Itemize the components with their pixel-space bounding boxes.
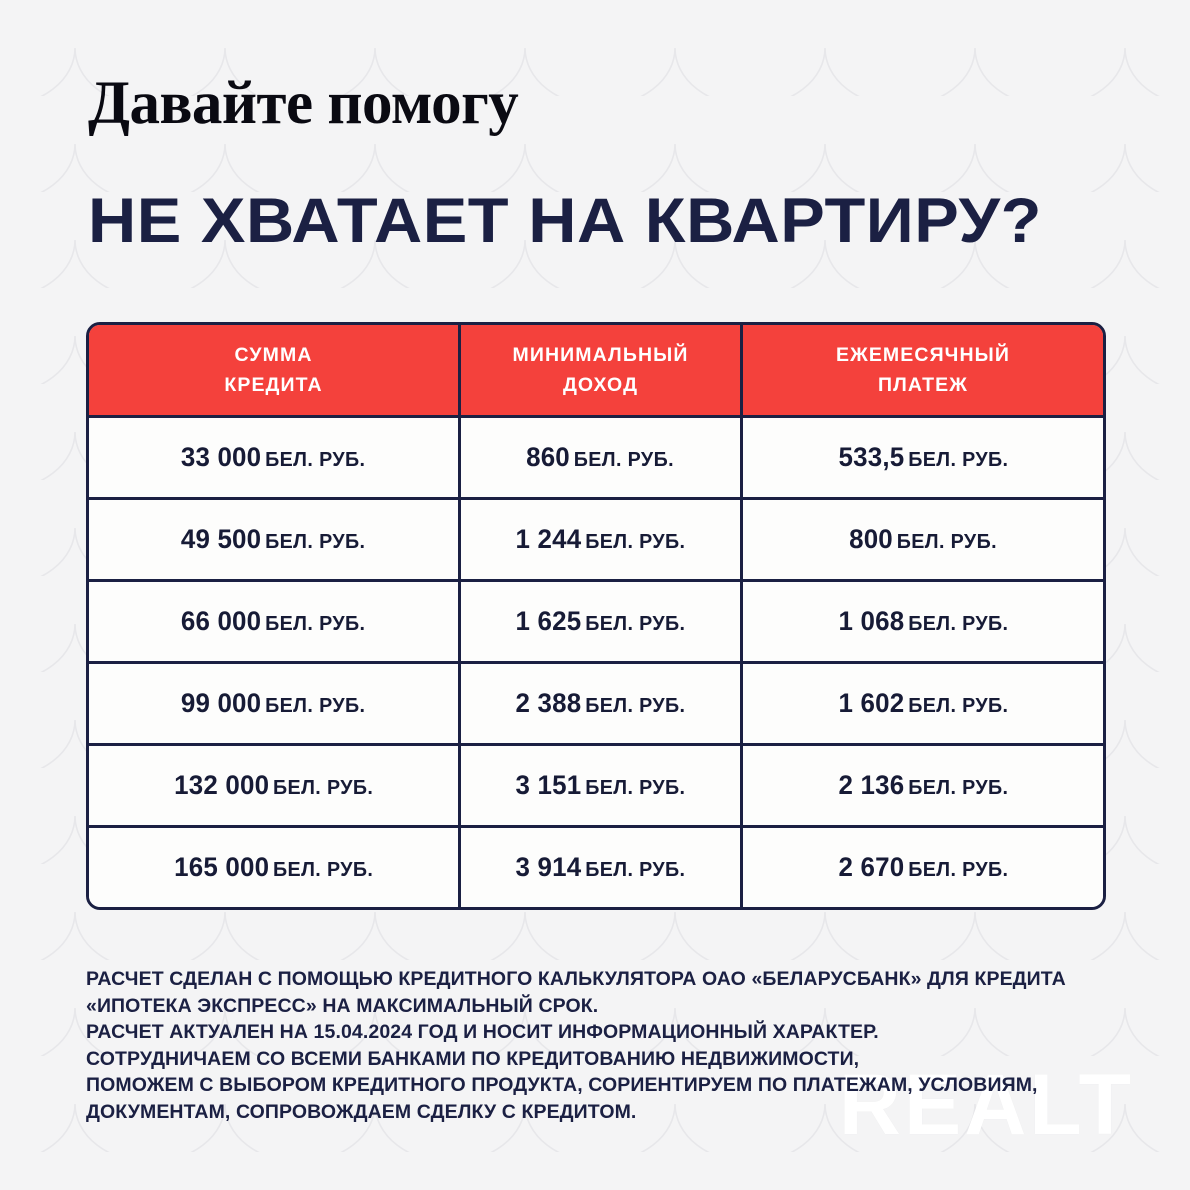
unit-label: БЕЛ. РУБ. xyxy=(907,612,1008,635)
unit-label: БЕЛ. РУБ. xyxy=(896,530,997,553)
cell-min-income: 2 388 БЕЛ. РУБ. xyxy=(458,664,740,743)
unit-label: БЕЛ. РУБ. xyxy=(585,858,686,881)
header-line-1: МИНИМАЛЬНЫЙ xyxy=(512,343,689,366)
credit-rate-table: СУММА КРЕДИТА МИНИМАЛЬНЫЙ ДОХОД ЕЖЕМЕСЯЧ… xyxy=(86,322,1106,910)
unit-label: БЕЛ. РУБ. xyxy=(585,776,686,799)
unit-label: БЕЛ. РУБ. xyxy=(907,776,1008,799)
disclaimer-line: «ИПОТЕКА ЭКСПРЕСС» НА МАКСИМАЛЬНЫЙ СРОК. xyxy=(86,994,599,1017)
unit-label: БЕЛ. РУБ. xyxy=(585,694,686,717)
value-min-income: 3 151 xyxy=(515,770,582,800)
disclaimer-line: РАСЧЕТ АКТУАЛЕН НА 15.04.2024 ГОД И НОСИ… xyxy=(86,1021,879,1043)
unit-label: БЕЛ. РУБ. xyxy=(265,612,366,635)
value-min-income: 1 625 xyxy=(515,606,582,636)
header-line-2: КРЕДИТА xyxy=(224,374,323,396)
cell-min-income: 3 914 БЕЛ. РУБ. xyxy=(458,828,740,907)
value-monthly-payment: 1 068 xyxy=(838,606,904,636)
cell-monthly-payment: 1 602 БЕЛ. РУБ. xyxy=(740,664,1103,743)
unit-label: БЕЛ. РУБ. xyxy=(574,448,675,471)
value-monthly-payment: 533,5 xyxy=(838,442,904,472)
cell-min-income: 1 625 БЕЛ. РУБ. xyxy=(458,582,740,661)
value-min-income: 2 388 xyxy=(515,688,582,718)
value-min-income: 3 914 xyxy=(515,852,582,882)
value-min-income: 860 xyxy=(526,442,571,472)
disclaimer-line: РАСЧЕТ СДЕЛАН С ПОМОЩЬЮ КРЕДИТНОГО КАЛЬК… xyxy=(86,968,1066,990)
value-loan-amount: 99 000 xyxy=(181,688,262,718)
unit-label: БЕЛ. РУБ. xyxy=(265,448,366,471)
value-loan-amount: 33 000 xyxy=(181,442,262,472)
cell-loan-amount: 66 000 БЕЛ. РУБ. xyxy=(89,582,458,661)
table-header-row: СУММА КРЕДИТА МИНИМАЛЬНЫЙ ДОХОД ЕЖЕМЕСЯЧ… xyxy=(89,325,1103,415)
table-row: 66 000 БЕЛ. РУБ. 1 625 БЕЛ. РУБ. 1 068 БЕЛ.… xyxy=(89,579,1103,661)
table-header-min-income: МИНИМАЛЬНЫЙ ДОХОД xyxy=(458,325,740,415)
page-title-serif: Давайте помогу xyxy=(88,70,519,137)
value-loan-amount: 165 000 xyxy=(173,852,269,882)
value-monthly-payment: 800 xyxy=(849,524,893,554)
value-monthly-payment: 2 136 xyxy=(838,770,904,800)
unit-label: БЕЛ. РУБ. xyxy=(272,858,374,881)
unit-label: БЕЛ. РУБ. xyxy=(585,612,686,635)
unit-label: БЕЛ. РУБ. xyxy=(907,448,1008,471)
disclaimer-line: ДОКУМЕНТАМ, СОПРОВОЖДАЕМ СДЕЛКУ С КРЕДИТ… xyxy=(86,1100,637,1123)
header-line-2: ДОХОД xyxy=(562,374,639,396)
value-loan-amount: 66 000 xyxy=(181,606,262,636)
table-row: 99 000 БЕЛ. РУБ. 2 388 БЕЛ. РУБ. 1 602 БЕЛ.… xyxy=(89,661,1103,743)
table-header-monthly-payment: ЕЖЕМЕСЯЧНЫЙ ПЛАТЕЖ xyxy=(740,325,1103,415)
cell-loan-amount: 33 000 БЕЛ. РУБ. xyxy=(89,418,458,497)
cell-min-income: 3 151 БЕЛ. РУБ. xyxy=(458,746,740,825)
cell-min-income: 1 244 БЕЛ. РУБ. xyxy=(458,500,740,579)
headline-group: Давайте помогу НЕ ХВАТАЕТ НА КВАРТИРУ? xyxy=(88,70,1108,254)
table-row: 33 000 БЕЛ. РУБ. 860 БЕЛ. РУБ. 533,5 БЕЛ. Р… xyxy=(89,415,1103,497)
cell-monthly-payment: 2 670 БЕЛ. РУБ. xyxy=(740,828,1103,907)
value-min-income: 1 244 xyxy=(515,524,582,554)
unit-label: БЕЛ. РУБ. xyxy=(585,530,686,553)
cell-monthly-payment: 1 068 БЕЛ. РУБ. xyxy=(740,582,1103,661)
table-row: 165 000 БЕЛ. РУБ. 3 914 БЕЛ. РУБ. 2 670 БЕЛ… xyxy=(89,825,1103,907)
unit-label: БЕЛ. РУБ. xyxy=(265,530,366,553)
cell-min-income: 860 БЕЛ. РУБ. xyxy=(458,418,740,497)
page-title-bold: НЕ ХВАТАЕТ НА КВАРТИРУ? xyxy=(88,186,1042,257)
cell-loan-amount: 99 000 БЕЛ. РУБ. xyxy=(89,664,458,743)
cell-monthly-payment: 2 136 БЕЛ. РУБ. xyxy=(740,746,1103,825)
unit-label: БЕЛ. РУБ. xyxy=(907,858,1008,881)
cell-loan-amount: 132 000 БЕЛ. РУБ. xyxy=(89,746,458,825)
cell-loan-amount: 165 000 БЕЛ. РУБ. xyxy=(89,828,458,907)
value-monthly-payment: 1 602 xyxy=(838,688,904,718)
value-loan-amount: 49 500 xyxy=(181,524,262,554)
value-monthly-payment: 2 670 xyxy=(838,852,904,882)
table-header-loan-amount: СУММА КРЕДИТА xyxy=(89,325,458,415)
header-line-1: СУММА xyxy=(234,343,313,366)
table-row: 49 500 БЕЛ. РУБ. 1 244 БЕЛ. РУБ. 800 БЕЛ. Р… xyxy=(89,497,1103,579)
header-line-2: ПЛАТЕЖ xyxy=(878,374,968,396)
disclaimer-line: ПОМОЖЕМ С ВЫБОРОМ КРЕДИТНОГО ПРОДУКТА, С… xyxy=(86,1074,1038,1096)
cell-monthly-payment: 533,5 БЕЛ. РУБ. xyxy=(740,418,1103,497)
table-row: 132 000 БЕЛ. РУБ. 3 151 БЕЛ. РУБ. 2 136 БЕЛ… xyxy=(89,743,1103,825)
disclaimer-line: СОТРУДНИЧАЕМ СО ВСЕМИ БАНКАМИ ПО КРЕДИТО… xyxy=(86,1047,860,1070)
unit-label: БЕЛ. РУБ. xyxy=(265,694,366,717)
value-loan-amount: 132 000 xyxy=(173,770,269,800)
cell-monthly-payment: 800 БЕЛ. РУБ. xyxy=(740,500,1103,579)
unit-label: БЕЛ. РУБ. xyxy=(272,776,374,799)
unit-label: БЕЛ. РУБ. xyxy=(907,694,1008,717)
disclaimer-block: РАСЧЕТ СДЕЛАН С ПОМОЩЬЮ КРЕДИТНОГО КАЛЬК… xyxy=(86,966,1116,1125)
header-line-1: ЕЖЕМЕСЯЧНЫЙ xyxy=(836,343,1010,366)
cell-loan-amount: 49 500 БЕЛ. РУБ. xyxy=(89,500,458,579)
